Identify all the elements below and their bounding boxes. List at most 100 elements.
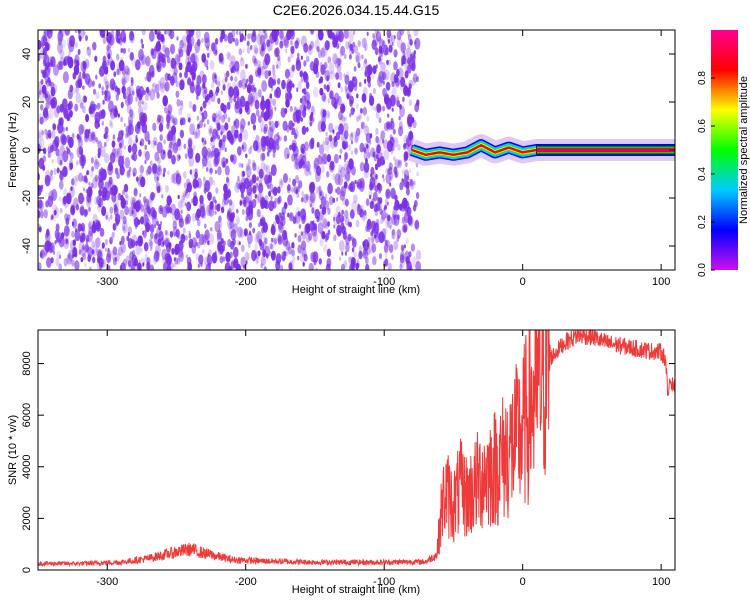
spectrogram-noise-cell [148, 30, 155, 42]
spectrogram-noise-cell [153, 250, 160, 263]
colorbar-tick-label: 0.4 [697, 167, 708, 181]
spectrogram-noise-cell [328, 134, 333, 142]
spectrogram-noise-cell [42, 107, 49, 119]
spectrogram-noise-cell [322, 217, 328, 229]
spectrogram-noise-cell [155, 244, 161, 257]
spectrogram-noise-cell [38, 53, 41, 62]
spectrogram-noise-cell [256, 208, 261, 218]
spectrogram-noise-cell [374, 47, 379, 56]
spectrogram-noise-cell [185, 178, 191, 188]
spectrogram-noise-cell [371, 171, 377, 182]
spectrogram-noise-cell [84, 73, 91, 85]
spectrogram-noise-cell [207, 240, 210, 246]
spectrogram-noise-cell [220, 131, 223, 136]
spectrogram-noise-cell [387, 39, 391, 44]
spectrogram-noise-cell [117, 38, 121, 44]
spectrogram-noise-cell [310, 105, 315, 114]
spectrogram-noise-cell [275, 214, 279, 222]
spectrogram-noise-cell [163, 139, 166, 145]
spectrogram-noise-cell [309, 121, 312, 127]
spectrogram-noise-cell [279, 40, 284, 49]
spectrogram-noise-cell [95, 74, 98, 80]
spectrogram-noise-cell [142, 230, 147, 239]
spectrogram-noise-cell [387, 168, 391, 175]
spectrogram-noise-cell [390, 94, 396, 107]
spectrogram-noise-cell [285, 240, 291, 251]
spectrogram-noise-cell [291, 249, 295, 257]
spectrogram-noise-cell [354, 179, 357, 185]
spectrogram-noise-cell [251, 82, 256, 91]
spectrogram-noise-cell [88, 220, 93, 228]
spectrogram-noise-cell [246, 78, 249, 84]
spectrogram-noise-cell [98, 68, 102, 75]
spectrogram-noise-cell [167, 73, 171, 81]
spectrogram-noise-cell [46, 257, 52, 268]
spectrogram-noise-cell [240, 244, 245, 252]
spectrogram-noise-cell [274, 139, 278, 146]
spectrogram-noise-cell [271, 189, 274, 194]
spectrogram-noise-cell [175, 173, 182, 185]
spectrogram-noise-cell [157, 80, 162, 87]
spectrogram-noise-cell [198, 233, 205, 246]
spectrogram-noise-cell [50, 215, 54, 221]
spectrogram-noise-cell [98, 83, 102, 89]
spectrogram-noise-cell [364, 43, 369, 51]
spectrogram-noise-cell [68, 136, 74, 149]
spectrogram-noise-cell [383, 243, 389, 253]
spectrogram-noise-cell [270, 250, 276, 261]
spectrogram-noise-cell [301, 197, 304, 203]
spectrogram-noise-cell [274, 37, 279, 46]
spectrogram-noise-cell [116, 147, 120, 154]
spectrogram-noise-cell [188, 30, 195, 37]
spectrogram-noise-cell [295, 126, 298, 131]
spectrogram-noise-cell [206, 254, 213, 266]
spectrogram-noise-cell [120, 242, 127, 254]
spectrogram-noise-cell [61, 98, 68, 110]
spectrogram-noise-cell [374, 163, 379, 171]
spectrogram-noise-cell [124, 157, 131, 169]
spectrogram-noise-cell [113, 71, 117, 77]
spectrogram-noise-cell [289, 30, 295, 40]
spectrogram-noise-cell [208, 89, 214, 99]
spectrogram-noise-cell [135, 240, 138, 247]
spectrogram-noise-cell [356, 260, 360, 268]
spectrogram-noise-cell [178, 200, 183, 210]
spectrogram-noise-cell [378, 48, 384, 58]
spectrogram-noise-cell [367, 218, 372, 227]
spectrogram-noise-cell [108, 100, 114, 113]
spectrogram-noise-cell [228, 265, 232, 270]
spectrogram-noise-cell [51, 96, 58, 109]
spectrogram-noise-cell [57, 30, 64, 43]
spectrogram-noise-cell [300, 143, 306, 154]
spectrogram-noise-cell [405, 181, 410, 190]
spectrogram-noise-cell [126, 169, 131, 178]
spectrogram-noise-cell [194, 168, 198, 175]
spectrogram-noise-cell [377, 104, 382, 113]
spectrogram-noise-cell [379, 208, 383, 215]
spectrogram-noise-cell [345, 243, 350, 253]
spectrogram-noise-cell [392, 128, 396, 135]
spectrogram-noise-cell [116, 172, 120, 180]
spectrogram-noise-cell [402, 247, 405, 252]
spectrogram-noise-cell [38, 89, 42, 95]
spectrogram-noise-cell [237, 226, 243, 238]
spectrogram-noise-cell [173, 117, 178, 126]
spectrogram-noise-cell [233, 86, 240, 99]
spectrogram-noise-cell [263, 236, 267, 242]
spectrogram-noise-cell [400, 61, 404, 67]
spectrogram-noise-cell [308, 44, 312, 51]
spectrogram-noise-cell [261, 66, 264, 70]
spectrogram-noise-cell [117, 113, 120, 118]
spectrogram-noise-cell [310, 251, 316, 263]
spectrogram-noise-cell [169, 30, 175, 40]
spectrogram-noise-cell [257, 70, 262, 79]
spectrogram-noise-cell [183, 190, 186, 197]
spectrogram-noise-cell [340, 185, 346, 197]
spectrogram-noise-cell [141, 100, 144, 105]
spectrogram-x-tick-label: -300 [96, 276, 118, 288]
spectrogram-noise-cell [94, 174, 99, 182]
spectrogram-noise-cell [203, 176, 206, 182]
spectrogram-noise-cell [48, 79, 52, 87]
spectrogram-noise-cell [186, 201, 192, 212]
spectrogram-noise-cell [164, 47, 170, 58]
